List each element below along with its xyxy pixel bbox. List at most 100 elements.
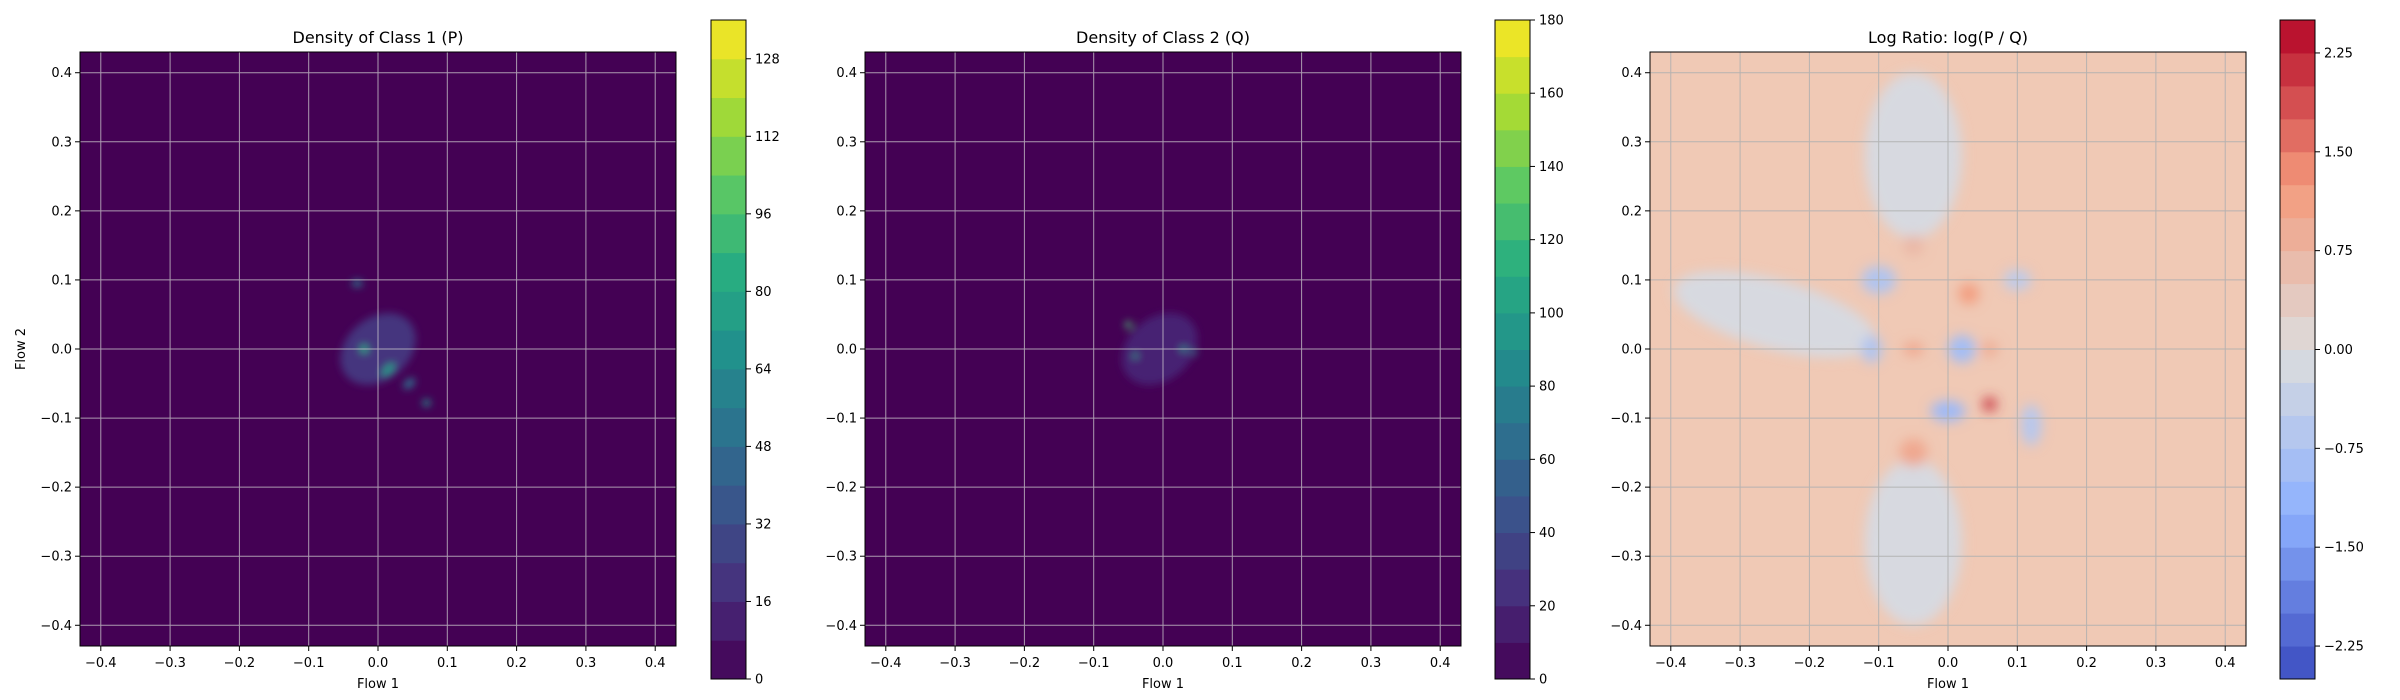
colorbar-tick-label: 60 xyxy=(1539,453,1556,468)
colorbar-level xyxy=(711,407,746,447)
colorbar-level xyxy=(711,136,746,176)
colorbar-level xyxy=(2280,448,2315,482)
colorbar-level xyxy=(2280,349,2315,383)
y-tick-label: −0.4 xyxy=(1610,619,1642,634)
colorbar-level xyxy=(1495,495,1530,534)
colorbar-tick-label: 128 xyxy=(755,52,780,67)
y-tick-label: 0.2 xyxy=(836,204,857,219)
heatmap-blob xyxy=(403,378,416,390)
colorbar-tick-label: 96 xyxy=(755,207,772,222)
heatmap-blob xyxy=(1124,321,1132,329)
colorbar-level xyxy=(711,368,746,409)
x-tick-label: 0.1 xyxy=(1222,656,1243,671)
x-tick-label: −0.1 xyxy=(1078,656,1110,671)
colorbar-tick-label: −2.25 xyxy=(2324,640,2364,655)
y-tick-label: −0.4 xyxy=(825,619,857,634)
grid xyxy=(80,52,676,646)
colorbar-frame xyxy=(1494,19,1531,680)
colorbar-level xyxy=(711,601,746,641)
colorbar: −2.25 −1.50 −0.75 0.00 0.75 1.50 2.25 xyxy=(2279,19,2364,680)
chart-panel-3: −0.4 −0.3 −0.2 −0.1 0.0 0.1 0.2 0.3 0.4 −0.4 −0.3 −… xyxy=(1610,19,2364,692)
colorbar-level xyxy=(711,213,746,254)
x-tick-label: −0.4 xyxy=(870,656,902,671)
colorbar-tick-label: 112 xyxy=(755,130,780,145)
x-tick-label: 0.1 xyxy=(437,656,458,671)
y-tick-label: 0.2 xyxy=(1621,204,1642,219)
colorbar-level xyxy=(1495,129,1530,167)
heatmap-blob xyxy=(1982,397,1997,412)
colorbar-level xyxy=(711,330,746,370)
grid xyxy=(865,52,1461,646)
colorbar-tick-label: 0 xyxy=(1539,673,1547,688)
colorbar-level xyxy=(1495,386,1530,424)
x-tick-label: −0.1 xyxy=(1863,656,1895,671)
y-tick-label: 0.3 xyxy=(1621,135,1642,150)
x-tick-label: 0.0 xyxy=(1938,656,1959,671)
colorbar-level xyxy=(711,175,746,215)
y-tick-label: 0.4 xyxy=(51,66,72,81)
x-tick-label: −0.3 xyxy=(1724,656,1756,671)
y-tick-label: 0.1 xyxy=(51,273,72,288)
colorbar-level xyxy=(2280,118,2315,153)
y-tick-label: 0.1 xyxy=(1621,273,1642,288)
colorbar-level xyxy=(2280,20,2315,54)
colorbar-level xyxy=(2280,580,2315,614)
colorbar-level xyxy=(1495,93,1530,131)
colorbar-tick-label: 140 xyxy=(1539,160,1564,175)
colorbar-level xyxy=(1495,276,1530,314)
colorbar-tick-label: 64 xyxy=(755,362,772,377)
y-tick-label: −0.3 xyxy=(825,550,857,565)
colorbar-tick-label: 40 xyxy=(1539,526,1556,541)
x-tick-label: −0.3 xyxy=(154,656,186,671)
colorbar-tick-label: 0.00 xyxy=(2324,343,2353,358)
grid xyxy=(1650,52,2246,646)
colorbar-tick-label: 0.75 xyxy=(2324,244,2353,259)
heatmap-blob xyxy=(1958,283,1980,305)
heatmap-blob xyxy=(1673,271,1876,358)
y-tick-label: −0.1 xyxy=(40,412,72,427)
colorbar-tick-label: 32 xyxy=(755,517,772,532)
chart-title: Density of Class 1 (P) xyxy=(293,28,464,47)
colorbar-level xyxy=(2280,184,2315,219)
heatmap-blob xyxy=(381,363,395,377)
colorbar-level xyxy=(2280,481,2315,515)
colorbar-level xyxy=(1495,56,1530,94)
colorbar-level xyxy=(2280,613,2315,647)
heatmap-blob xyxy=(1864,72,1962,239)
colorbar-tick-label: 120 xyxy=(1539,233,1564,248)
colorbar-level xyxy=(2280,547,2315,581)
colorbar-level xyxy=(1495,422,1530,460)
x-tick-label: 0.3 xyxy=(576,656,597,671)
colorbar-level xyxy=(711,291,746,331)
y-tick-label: −0.1 xyxy=(1610,412,1642,427)
x-tick-label: 0.2 xyxy=(506,656,527,671)
y-tick-label: −0.2 xyxy=(40,481,72,496)
colorbar-level xyxy=(2280,382,2315,416)
colorbar-level xyxy=(711,97,746,137)
colorbar-level xyxy=(1495,569,1530,607)
colorbar-level xyxy=(1495,605,1530,643)
colorbar-level xyxy=(1495,459,1530,497)
colorbar-tick-label: 2.25 xyxy=(2324,46,2353,61)
colorbar-frame xyxy=(710,19,747,680)
x-tick-label: 0.0 xyxy=(368,656,389,671)
colorbar-level xyxy=(2280,283,2315,318)
colorbar-level xyxy=(1495,20,1530,58)
colorbar-level xyxy=(711,58,746,99)
colorbar-level xyxy=(2280,514,2315,548)
colorbar-tick-label: 80 xyxy=(755,285,772,300)
y-tick-label: −0.1 xyxy=(825,412,857,427)
colorbar-level xyxy=(711,485,746,525)
x-tick-label: 0.3 xyxy=(1361,656,1382,671)
colorbar-level xyxy=(2280,250,2315,285)
x-tick-label: −0.1 xyxy=(293,656,325,671)
x-tick-label: 0.2 xyxy=(2076,656,2097,671)
colorbar-level xyxy=(711,523,746,564)
colorbar-tick-label: −0.75 xyxy=(2324,442,2364,457)
y-tick-label: −0.2 xyxy=(825,481,857,496)
heatmap-blob xyxy=(1902,235,1924,256)
x-tick-label: −0.2 xyxy=(224,656,256,671)
colorbar-level xyxy=(1495,312,1530,350)
colorbar-level xyxy=(1495,166,1530,204)
colorbar-tick-label: 100 xyxy=(1539,306,1564,321)
